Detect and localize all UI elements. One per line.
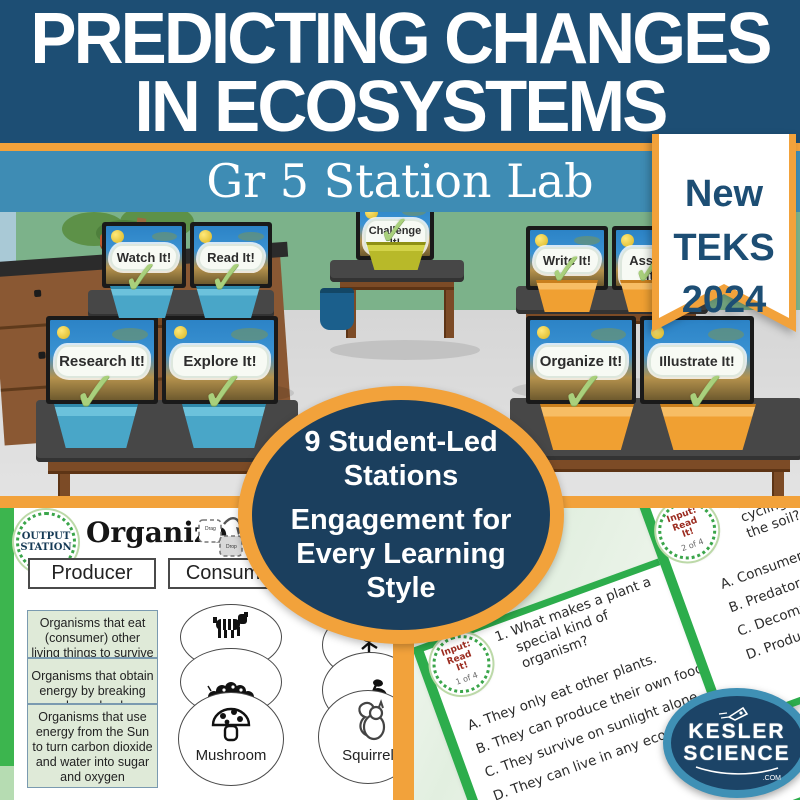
table-apron	[48, 462, 286, 474]
producer-column-header[interactable]: Producer	[28, 558, 156, 589]
supply-bin-blue	[54, 404, 138, 448]
checkmark-icon: ✓	[72, 360, 119, 425]
logo-line-2: SCIENCE	[683, 741, 791, 765]
supply-bin-blue	[196, 286, 260, 318]
checkmark-icon: ✓	[560, 360, 607, 425]
table-leg	[444, 290, 454, 338]
kesler-science-logo: KESLER SCIENCE .COM	[663, 688, 800, 798]
sort-item-squirrel[interactable]: Squirrel	[318, 690, 395, 784]
sort-item-label: Mushroom	[195, 747, 267, 764]
station-monitor-organize: Organize It!	[526, 316, 636, 413]
table-top	[330, 260, 464, 282]
logo-swoosh	[695, 765, 779, 775]
title-banner: PREDICTING CHANGES IN ECOSYSTEMS	[0, 0, 800, 143]
monitor-screen: Explore It!	[166, 320, 274, 400]
definition-card-decomposer[interactable]: Organisms that obtain energy by breaking…	[27, 658, 158, 704]
sort-item-mushroom[interactable]: Mushroom	[178, 692, 284, 786]
station-monitor-watch: Watch It!	[102, 222, 186, 297]
station-label: Organize It!	[535, 344, 627, 378]
supply-bin-orange	[536, 280, 598, 312]
station-monitor-illustrate: Illustrate It!	[640, 316, 754, 413]
station-label: Research It!	[55, 344, 149, 378]
station-monitor-research: Research It!	[46, 316, 158, 413]
supply-bin-orange	[540, 404, 634, 450]
monitor-screen: Read It!	[194, 226, 268, 284]
station-label: Write It!	[533, 247, 601, 275]
supply-bin-orange	[660, 404, 756, 450]
subtitle-text: Gr 5 Station Lab	[206, 154, 594, 208]
drop-label: Drop	[226, 544, 237, 550]
sort-item-label: Squirrel	[342, 747, 394, 764]
drag-label: Drag	[205, 526, 216, 532]
station-label: Watch It!	[109, 243, 179, 271]
drawer-knob	[33, 289, 42, 298]
trash-can	[320, 288, 354, 330]
ribbon-line-3: 2024	[682, 279, 767, 321]
drag-drop-icon: Drag Drop	[198, 517, 244, 557]
monitor-screen: Organize It!	[530, 320, 632, 400]
monitor-screen: Illustrate It!	[644, 320, 750, 400]
checkmark-icon: ✓	[682, 360, 729, 425]
new-teks-ribbon: New TEKS 2024	[652, 134, 796, 332]
supply-bin-yellow	[366, 242, 426, 270]
ribbon-line-1: New	[685, 173, 764, 215]
rocket-icon	[718, 706, 749, 721]
table-apron	[340, 282, 454, 290]
monitor-screen: Research It!	[50, 320, 154, 400]
badge-text-1: 9 Student-Led Stations	[304, 426, 498, 492]
checkmark-icon: ✓	[548, 244, 585, 295]
checkmark-icon: ✓	[208, 250, 247, 304]
table-apron	[522, 460, 790, 472]
drawer-knob	[38, 351, 46, 359]
ribbon-line-2: TEKS	[673, 227, 774, 269]
checkmark-icon: ✓	[200, 360, 247, 425]
station-monitor-read: Read It!	[190, 222, 272, 297]
station-label: Illustrate It!	[649, 344, 745, 377]
station-monitor-explore: Explore It!	[162, 316, 278, 413]
station-label: Explore It!	[171, 344, 269, 378]
checkmark-icon: ✓	[122, 250, 161, 304]
orange-divider-rule	[0, 143, 800, 151]
squirrel-icon	[358, 699, 386, 741]
definition-card-consumer[interactable]: Organisms that eat (consumer) other livi…	[27, 610, 158, 658]
selling-points-badge: 9 Student-Led Stations Engagement for Ev…	[238, 386, 564, 644]
badge-text-2: Engagement for Every Learning Style	[290, 504, 512, 604]
zebra-icon	[213, 612, 248, 638]
table-leg	[58, 474, 70, 498]
supply-bin-blue	[182, 404, 266, 448]
station-monitor-write: Write It!	[526, 226, 608, 299]
worksheet-edge	[0, 508, 14, 766]
input-read-it-badge: Input: Read It! 2 of 4	[650, 508, 725, 568]
definition-card-producer[interactable]: Organisms that use energy from the Sun t…	[27, 704, 158, 788]
supply-bin-blue	[110, 286, 174, 318]
title-line-1: PREDICTING CHANGES	[30, 0, 772, 79]
checkmark-icon: ✓	[378, 212, 412, 254]
station-label: Read It!	[197, 243, 265, 271]
monitor-screen: Write It!	[530, 230, 604, 286]
table-shadow	[330, 340, 480, 360]
logo-domain: .COM	[762, 774, 781, 782]
monitor-screen: Watch It!	[106, 226, 182, 284]
table-leg	[772, 472, 784, 498]
card2-question: 2. What type primarily res cycling matt …	[733, 508, 800, 542]
mushroom-icon	[211, 707, 251, 742]
title-line-2: IN ECOSYSTEMS	[134, 67, 669, 147]
logo-line-1: KESLER	[688, 719, 786, 743]
worksheet-edge-light	[0, 766, 14, 800]
